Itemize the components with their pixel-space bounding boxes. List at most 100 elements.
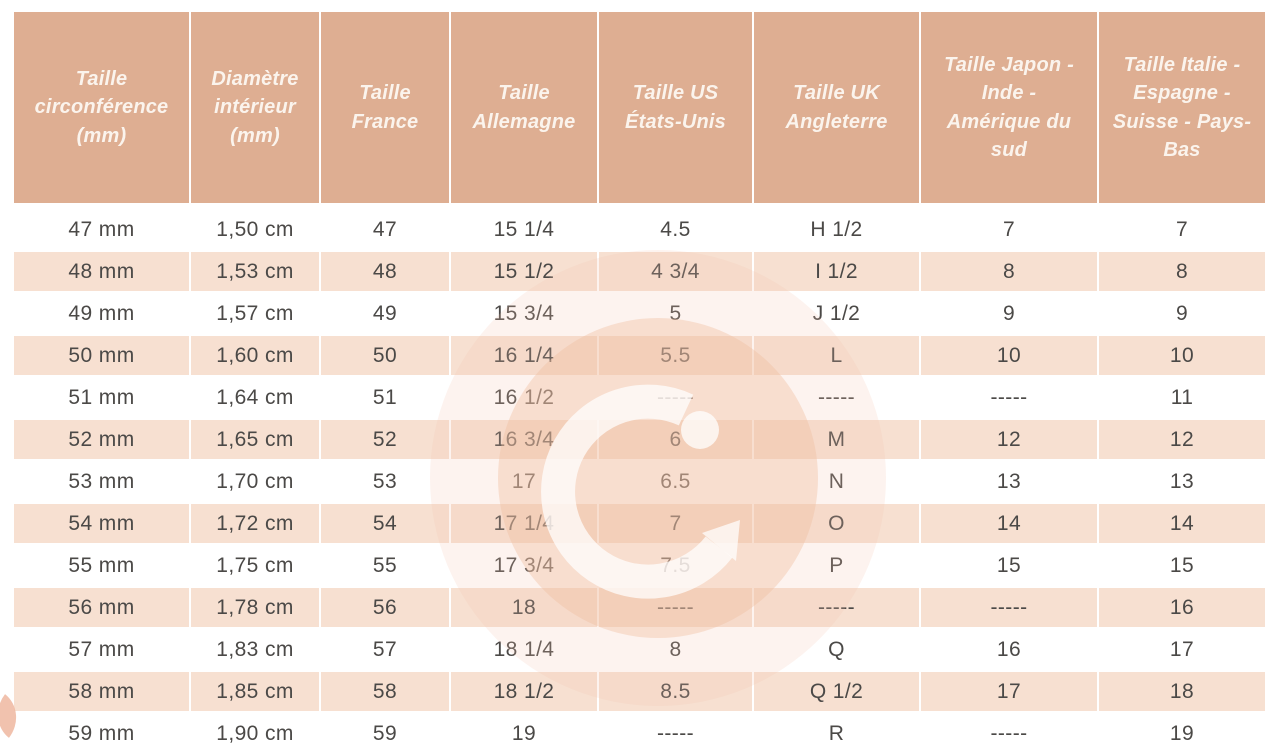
table-cell: 57 mm [14, 629, 190, 671]
table-cell: 16 3/4 [450, 419, 598, 461]
column-header: Taille Japon - Inde - Amérique du sud [920, 12, 1098, 207]
table-cell: 51 mm [14, 377, 190, 419]
table-cell: 53 [320, 461, 450, 503]
table-cell: 16 1/4 [450, 335, 598, 377]
table-cell: Q [753, 629, 920, 671]
table-cell: 1,70 cm [190, 461, 320, 503]
table-cell: 51 [320, 377, 450, 419]
table-cell: 16 [920, 629, 1098, 671]
table-cell: 15 1/2 [450, 251, 598, 293]
column-header: Taille US États-Unis [598, 12, 753, 207]
table-cell: ----- [753, 587, 920, 629]
table-cell: M [753, 419, 920, 461]
table-cell: 14 [1098, 503, 1265, 545]
table-cell: 12 [920, 419, 1098, 461]
table-cell: 1,78 cm [190, 587, 320, 629]
table-cell: 4 3/4 [598, 251, 753, 293]
table-cell: 4.5 [598, 207, 753, 251]
column-header: Taille France [320, 12, 450, 207]
table-cell: R [753, 713, 920, 753]
table-cell: Q 1/2 [753, 671, 920, 713]
table-cell: 47 mm [14, 207, 190, 251]
table-cell: J 1/2 [753, 293, 920, 335]
table-header: Taille circonférence (mm)Diamètre intéri… [14, 12, 1265, 207]
table-cell: 49 [320, 293, 450, 335]
table-cell: H 1/2 [753, 207, 920, 251]
table-cell: ----- [753, 377, 920, 419]
column-header: Taille UK Angleterre [753, 12, 920, 207]
table-cell: 17 [920, 671, 1098, 713]
table-cell: 53 mm [14, 461, 190, 503]
table-cell: 18 1/2 [450, 671, 598, 713]
table-cell: 5.5 [598, 335, 753, 377]
table-cell: 48 mm [14, 251, 190, 293]
table-cell: 47 [320, 207, 450, 251]
table-cell: 9 [1098, 293, 1265, 335]
table-cell: 8 [920, 251, 1098, 293]
table-cell: 15 [1098, 545, 1265, 587]
table-cell: 14 [920, 503, 1098, 545]
table-cell: 56 [320, 587, 450, 629]
table-cell: 18 [450, 587, 598, 629]
table-cell: 1,72 cm [190, 503, 320, 545]
table-cell: 1,53 cm [190, 251, 320, 293]
table-cell: N [753, 461, 920, 503]
table-cell: 1,64 cm [190, 377, 320, 419]
table-cell: 5 [598, 293, 753, 335]
table-cell: ----- [598, 377, 753, 419]
table-cell: 55 mm [14, 545, 190, 587]
column-header: Taille Allemagne [450, 12, 598, 207]
table-cell: 10 [920, 335, 1098, 377]
table-cell: 52 [320, 419, 450, 461]
table-cell: 48 [320, 251, 450, 293]
table-cell: 17 [450, 461, 598, 503]
table-cell: ----- [920, 713, 1098, 753]
table-cell: ----- [920, 377, 1098, 419]
table-cell: 1,75 cm [190, 545, 320, 587]
table-cell: 12 [1098, 419, 1265, 461]
table-cell: 1,57 cm [190, 293, 320, 335]
table-cell: 16 1/2 [450, 377, 598, 419]
table-cell: 18 1/4 [450, 629, 598, 671]
column-header: Diamètre intérieur (mm) [190, 12, 320, 207]
table-cell: 54 mm [14, 503, 190, 545]
table-cell: P [753, 545, 920, 587]
column-header: Taille Italie - Espagne - Suisse - Pays-… [1098, 12, 1265, 207]
table-cell: 7 [598, 503, 753, 545]
table-cell: 7 [920, 207, 1098, 251]
table-cell: 8.5 [598, 671, 753, 713]
table-cell: 17 [1098, 629, 1265, 671]
table-cell: 10 [1098, 335, 1265, 377]
table-cell: 58 [320, 671, 450, 713]
table-cell: 16 [1098, 587, 1265, 629]
table-cell: 15 [920, 545, 1098, 587]
table-cell: 49 mm [14, 293, 190, 335]
table-cell: 18 [1098, 671, 1265, 713]
table-cell: ----- [920, 587, 1098, 629]
table-cell: 1,83 cm [190, 629, 320, 671]
table-cell: 1,50 cm [190, 207, 320, 251]
table-cell: 15 1/4 [450, 207, 598, 251]
table-cell: 1,90 cm [190, 713, 320, 753]
ring-size-conversion-table: Taille circonférence (mm)Diamètre intéri… [14, 12, 1265, 753]
table-cell: 57 [320, 629, 450, 671]
table-cell: 58 mm [14, 671, 190, 713]
table-cell: 54 [320, 503, 450, 545]
table-cell: 17 3/4 [450, 545, 598, 587]
table-cell: ----- [598, 587, 753, 629]
table-cell: 59 mm [14, 713, 190, 753]
table-cell: 59 [320, 713, 450, 753]
table-cell: 9 [920, 293, 1098, 335]
table-cell: ----- [598, 713, 753, 753]
table-cell: 19 [1098, 713, 1265, 753]
table-cell: I 1/2 [753, 251, 920, 293]
